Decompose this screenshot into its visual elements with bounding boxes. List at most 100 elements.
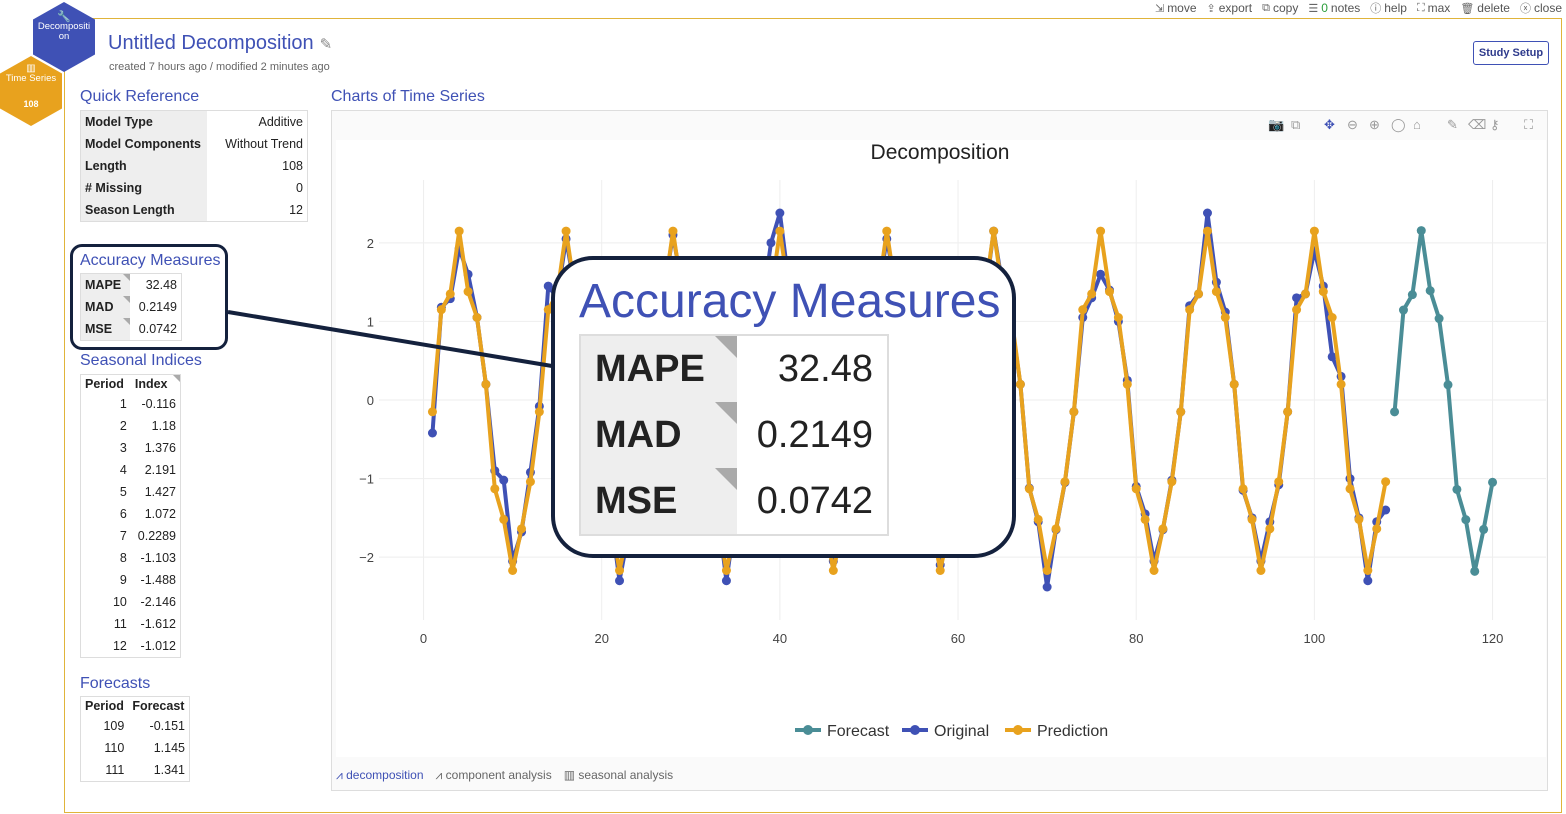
table-row: 111 1.341 [81,759,190,782]
time-series-node[interactable]: ▥ Time Series 108 [0,56,62,126]
close-button[interactable]: ⓧ close [1519,1,1562,15]
index-cell: -1.103 [140,551,176,565]
copy-button[interactable]: ⧉ copy [1262,1,1299,15]
study-setup-button[interactable]: Study Setup [1473,41,1549,65]
table-row: 1 -0.116 [81,393,181,415]
table-row: MAPE 32.48 [580,335,888,402]
table-row: 4 2.191 [81,459,181,481]
decomposition-node[interactable]: 🔧 Decompositi on [33,2,95,72]
zoom-in-icon[interactable]: ⊕ [1369,117,1380,132]
zoom-value: 0.2149 [756,413,873,456]
acc-value: 0.0742 [129,318,182,341]
period-cell: 12 [112,639,127,653]
move-button[interactable]: ⇲ move [1154,1,1197,15]
max-button[interactable]: ⛶ max [1416,1,1451,15]
help-button[interactable]: ⓘ help [1370,1,1407,15]
tab-seasonal-analysis[interactable]: ▥ seasonal analysis [563,768,674,782]
period-cell: 10 [112,595,127,609]
period-cell: 3 [119,441,127,455]
table-row: MAPE 32.48 [80,273,182,296]
index-cell: -1.488 [140,573,176,587]
index-cell: -0.116 [141,397,176,411]
accuracy-measures-table: MAPE 32.48 MAD 0.2149 MSE 0.0742 [80,273,182,341]
column-header[interactable]: Period [80,696,129,715]
camera-icon[interactable]: 📷 [1268,117,1285,132]
tab-component-analysis[interactable]: ⩘ component analysis [435,768,552,782]
qr-key: # Missing [80,177,207,199]
acc-value: 0.2149 [129,296,182,318]
study-frame [64,18,1562,813]
period-cell: 5 [119,485,127,499]
period-cell: 6 [119,507,127,521]
fullscreen-icon[interactable]: ⛶ [1524,117,1534,132]
period-cell: 8 [119,551,127,565]
period-cell: 11 [113,617,127,631]
pan-icon[interactable]: ✥ [1324,117,1335,132]
list-icon: ☰ [1308,2,1319,15]
zoom-key: MAD [580,402,737,468]
qr-key: Model Type [80,110,207,133]
autoscale-icon[interactable]: ◯ [1391,117,1406,132]
index-cell: -2.146 [140,595,176,609]
table-row: 5 1.427 [81,481,181,503]
table-row: Length 108 [80,155,308,177]
forecast-cell: -0.151 [149,719,185,733]
bar-chart-icon: ▥ [26,63,36,74]
qr-value: 12 [207,199,308,222]
period-cell: 2 [119,419,127,433]
zoom-key: MSE [580,468,737,535]
notes-button[interactable]: ☰ 0 notes [1308,1,1361,15]
table-row: MSE 0.0742 [580,468,888,535]
table-row: Season Length 12 [80,199,308,222]
acc-key: MAD [80,296,130,318]
line-chart-icon: ⩘ [336,768,343,782]
home-icon[interactable]: ⌂ [1413,117,1421,132]
zoom-value: 0.0742 [756,479,873,522]
save-icon[interactable]: ⧉ [1291,117,1301,132]
table-row: 8 -1.103 [81,547,181,569]
close-icon: ⓧ [1519,3,1531,15]
window-toolbar: ⇲ move ⇪ export ⧉ copy ☰ 0 notes ⓘ help ⛶ max 🗑… [1155,0,1562,16]
index-cell: 2.191 [144,463,176,477]
export-button[interactable]: ⇪ export [1206,1,1253,15]
table-row: 2 1.18 [81,415,181,437]
forecast-cell: 1.341 [153,763,185,777]
period-cell: 1 [119,397,127,411]
key-icon[interactable]: ⚷ [1490,117,1500,132]
qr-value: Additive [207,110,308,133]
acc-key: MSE [80,318,130,341]
page-title[interactable]: Untitled Decomposition ✎ [108,32,333,54]
column-header[interactable]: Period [80,374,131,393]
page-subtitle: created 7 hours ago / modified 2 minutes… [109,61,330,73]
callout-highlight [70,244,228,350]
qr-key: Length [80,155,207,177]
period-cell: 7 [119,529,127,543]
qr-key: Season Length [80,199,207,222]
pencil-icon[interactable]: ✎ [319,36,333,53]
maximize-icon: ⛶ [1416,1,1425,14]
seasonal-indices-table: Period Index 1 -0.116 2 1.18 3 1.376 4 2.191 … [80,374,181,658]
tab-decomposition[interactable]: ⩘ decomposition [336,768,424,782]
delete-button[interactable]: 🗑 delete [1460,1,1510,15]
quick-reference-table: Model Type Additive Model Components Witho… [80,110,308,222]
table-row: 7 0.2289 [81,525,181,547]
table-row: Model Type Additive [80,110,308,133]
forecast-cell: 1.145 [153,741,185,755]
table-row: 110 1.145 [81,737,190,759]
acc-key: MAPE [80,273,130,296]
index-cell: 1.18 [151,419,176,433]
column-header[interactable]: Index [130,374,181,393]
bar-chart-icon: ▥ [563,768,576,782]
qr-value: 0 [207,177,308,199]
draw-icon[interactable]: ✎ [1447,117,1458,132]
table-header-row: Period Forecast [80,696,190,715]
zoom-out-icon[interactable]: ⊖ [1347,117,1358,132]
table-row: MAD 0.2149 [80,296,182,318]
zoom-value: 32.48 [777,347,873,390]
eraser-icon[interactable]: ⌫ [1468,117,1487,132]
table-row: 9 -1.488 [81,569,181,591]
column-header[interactable]: Forecast [128,696,190,715]
move-icon: ⇲ [1154,2,1165,15]
forecasts-heading: Forecasts [80,675,151,692]
chart-tabs: ⩘ decomposition ⩘ component analysis ▥ s… [336,768,673,783]
